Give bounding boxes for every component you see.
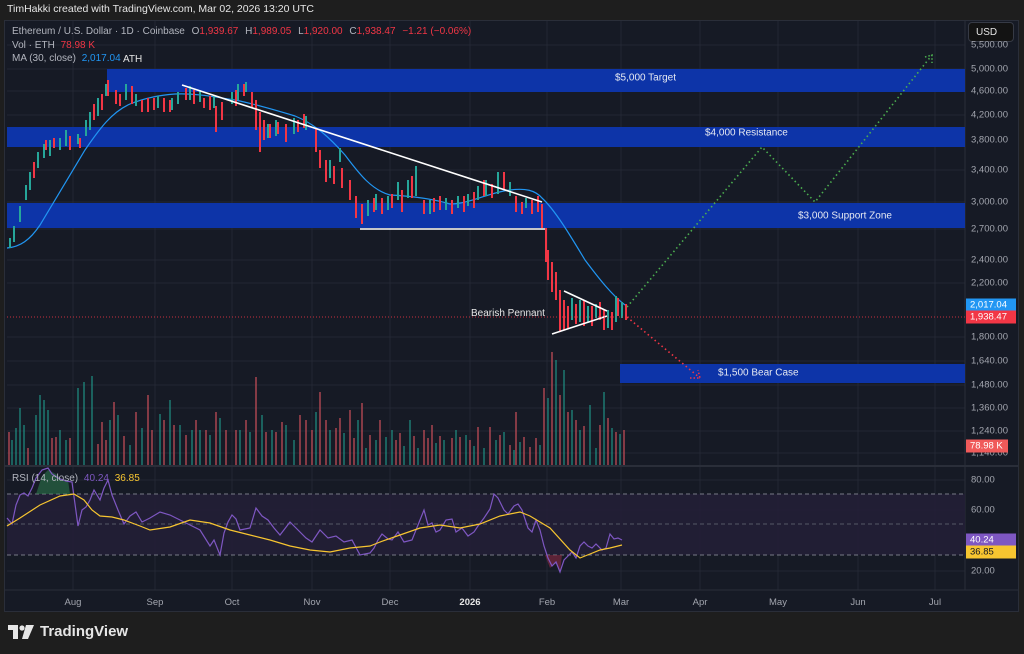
open-value: 1,939.67: [199, 26, 239, 37]
pennant-lower-line: [551, 315, 608, 335]
volume-value: 78.98 K: [60, 40, 96, 51]
support-zone-label: $3,000 Support Zone: [798, 210, 892, 222]
high-value: 1,989.05: [252, 26, 292, 37]
target-zone-label: $5,000 Target: [615, 72, 676, 84]
symbol-title[interactable]: Ethereum / U.S. Dollar · 1D · Coinbase: [12, 26, 185, 37]
resistance-zone: [7, 127, 965, 147]
rsi-overbought-fill: [36, 470, 70, 494]
ohlc-legend: Ethereum / U.S. Dollar · 1D · Coinbase O…: [12, 26, 472, 37]
resistance-zone-label: $4,000 Resistance: [705, 127, 788, 139]
tradingview-logo: TradingView: [8, 623, 128, 640]
volume-legend[interactable]: Vol · ETH 78.98 K: [12, 40, 96, 51]
chart-credit: TimHakki created with TradingView.com, M…: [7, 3, 314, 15]
volume-tag: 78.98 K: [966, 439, 1008, 453]
pennant-upper-line: [563, 290, 608, 312]
support-zone: [7, 203, 965, 228]
tradingview-logo-icon: [8, 624, 34, 639]
rsi-value-tag: 40.24: [966, 533, 1016, 547]
volume-bars: [8, 352, 625, 465]
rsi-ma-line: [6, 493, 623, 559]
currency-button[interactable]: USD: [968, 22, 1014, 42]
target-zone: [107, 69, 965, 92]
bear-zone-label: $1,500 Bear Case: [718, 367, 799, 379]
low-value: 1,920.00: [303, 26, 343, 37]
bearish-pennant-label: Bearish Pennant: [471, 308, 545, 319]
brand-name: TradingView: [40, 623, 129, 640]
bull-projection-path: [626, 54, 933, 308]
ma-legend[interactable]: MA (30, close) 2,017.04: [12, 53, 121, 64]
downtrend-line: [181, 84, 543, 203]
ma-price-tag: 2,017.04: [966, 298, 1016, 312]
bear-case-zone: [620, 364, 965, 383]
change-value: −1.21 (−0.06%): [402, 26, 472, 37]
rsi-line: [6, 467, 623, 574]
price-candles-up: [9, 82, 623, 328]
ath-label: ATH: [123, 54, 143, 65]
rsi-ma-tag: 36.85: [966, 545, 1016, 559]
last-price-tag: 1,938.47: [966, 310, 1016, 324]
rsi-ma-value: 36.85: [114, 473, 140, 484]
rsi-value: 40.24: [83, 473, 109, 484]
rsi-legend[interactable]: RSI (14, close) 40.24 36.85: [12, 473, 140, 484]
close-value: 1,938.47: [356, 26, 396, 37]
ma-value: 2,017.04: [81, 53, 121, 64]
